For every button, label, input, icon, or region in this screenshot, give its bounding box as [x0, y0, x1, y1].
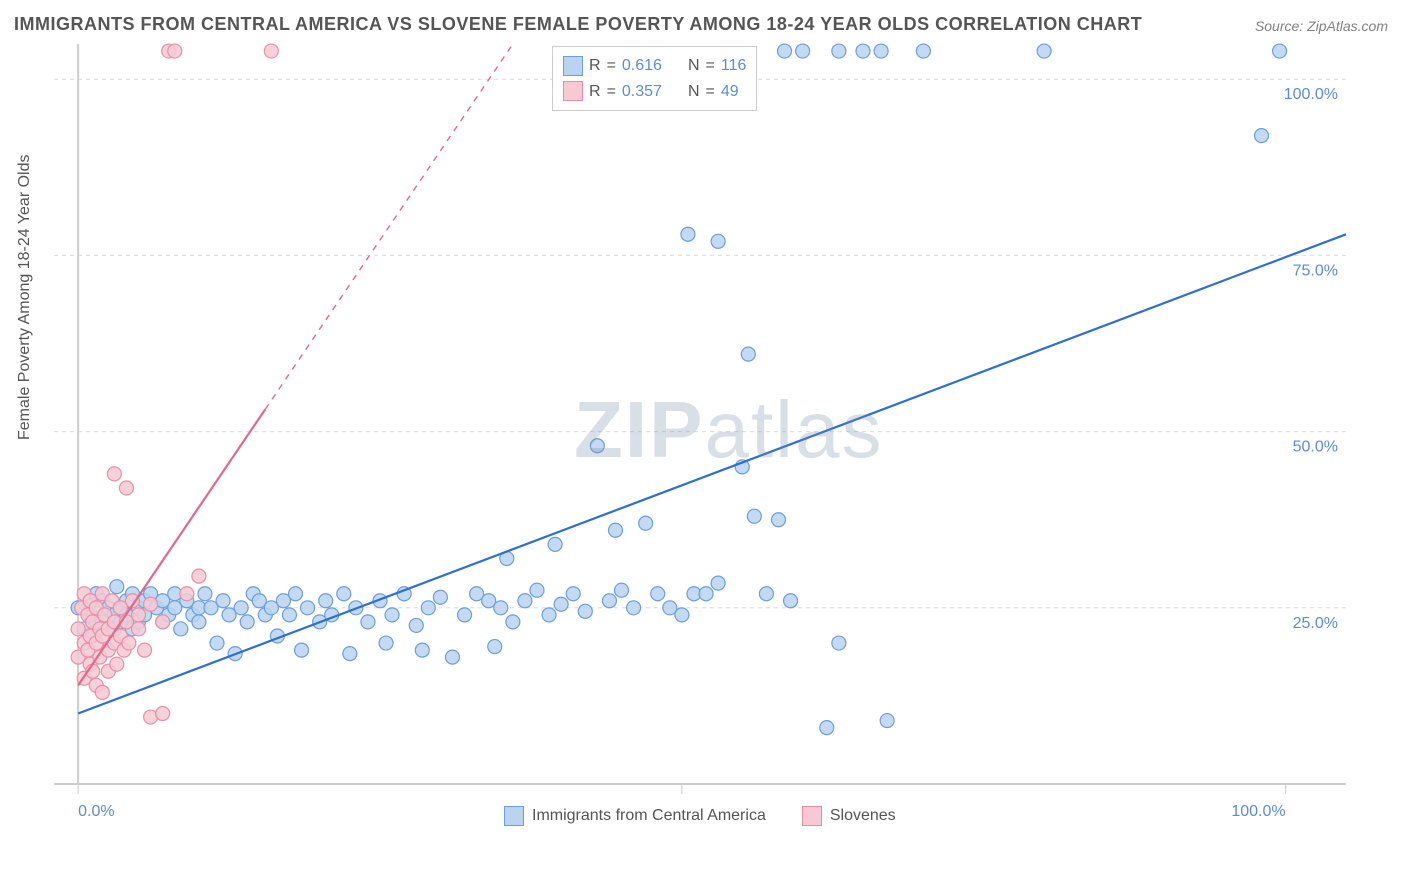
legend-swatch-series-2: [802, 806, 822, 826]
scatter-plot: 25.0% 50.0% 75.0% 100.0% 0.0% 100.0%: [54, 44, 1346, 832]
legend-r-label: R: [589, 53, 601, 79]
correlation-legend: R = 0.616 N = 116 R = 0.357 N = 49: [552, 46, 757, 111]
source-attribution: Source: ZipAtlas.com: [1255, 18, 1388, 34]
legend-r-value-2: 0.357: [622, 79, 662, 105]
legend-label-series-2: Slovenes: [830, 807, 896, 825]
chart-title: IMMIGRANTS FROM CENTRAL AMERICA VS SLOVE…: [14, 14, 1142, 35]
legend-n-label: N: [688, 53, 700, 79]
svg-text:75.0%: 75.0%: [1293, 262, 1338, 279]
svg-text:50.0%: 50.0%: [1293, 439, 1338, 456]
svg-text:25.0%: 25.0%: [1293, 615, 1338, 632]
y-axis-label: Female Poverty Among 18-24 Year Olds: [16, 155, 34, 441]
svg-text:0.0%: 0.0%: [78, 803, 114, 820]
svg-text:100.0%: 100.0%: [1231, 803, 1285, 820]
series-legend: Immigrants from Central America Slovenes: [504, 806, 896, 826]
legend-row-series-1: R = 0.616 N = 116: [563, 53, 746, 79]
legend-row-series-2: R = 0.357 N = 49: [563, 79, 746, 105]
legend-swatch-series-1: [504, 806, 524, 826]
legend-n-value-1: 116: [721, 53, 747, 79]
legend-n-value-2: 49: [721, 79, 739, 105]
legend-swatch-pink: [563, 81, 583, 101]
legend-label-series-1: Immigrants from Central America: [532, 807, 766, 825]
legend-swatch-blue: [563, 56, 583, 76]
legend-r-value-1: 0.616: [622, 53, 662, 79]
chart-area: 25.0%50.0%75.0%100.0%0.0%100.0% ZIPatlas…: [54, 44, 1346, 832]
svg-text:100.0%: 100.0%: [1284, 86, 1338, 103]
